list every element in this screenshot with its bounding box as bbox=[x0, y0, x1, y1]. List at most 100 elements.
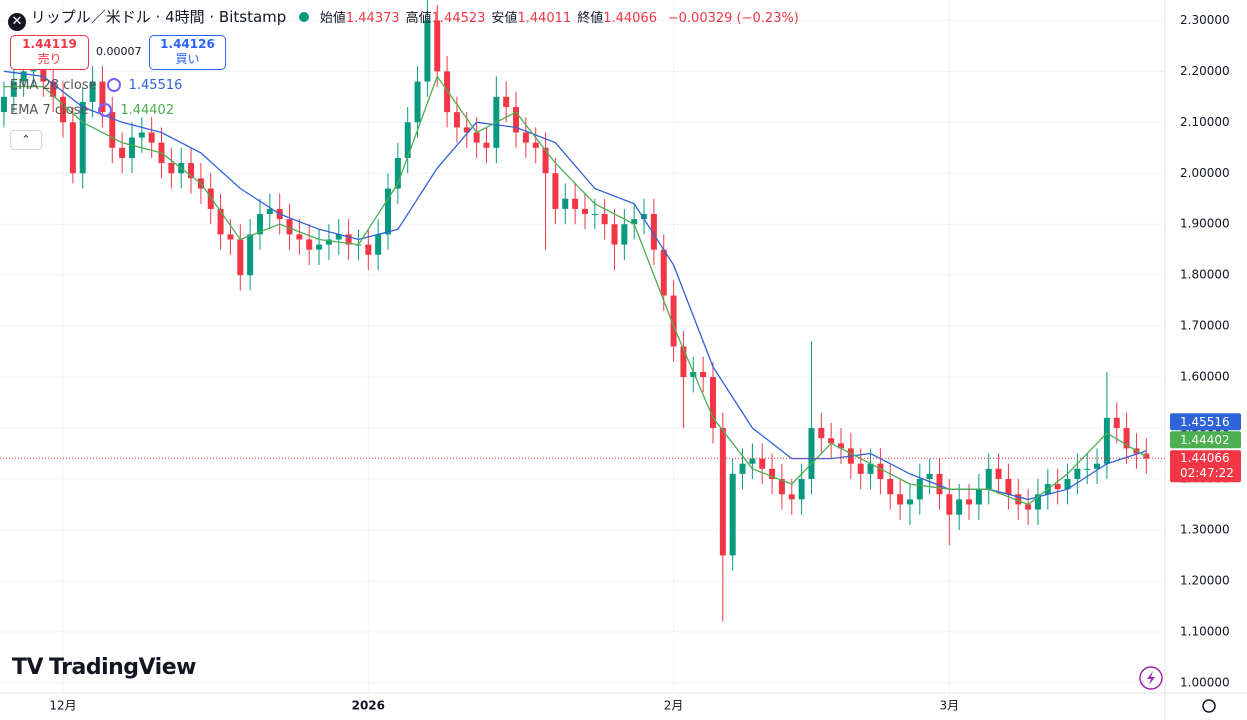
candle-body bbox=[700, 371, 707, 378]
candle-body bbox=[483, 142, 490, 148]
symbol[interactable]: リップル／米ドル · 4時間 · Bitstamp bbox=[30, 8, 287, 26]
candle-body bbox=[1094, 463, 1101, 469]
legend-value: 1.45516 bbox=[128, 78, 183, 93]
candle-body bbox=[188, 163, 195, 179]
price-tag-label: 1.44066 bbox=[1180, 451, 1230, 465]
ohlc-label: 終値 bbox=[577, 11, 604, 26]
x-tick-label: 2026 bbox=[352, 699, 385, 713]
brand: 𝗧𝗩 TradingView bbox=[12, 655, 196, 680]
candle-body bbox=[690, 371, 697, 378]
legend-value: 1.44402 bbox=[120, 103, 175, 118]
candle-body bbox=[513, 107, 520, 133]
y-tick-label: 1.30000 bbox=[1180, 522, 1230, 536]
y-tick-label: 1.10000 bbox=[1180, 624, 1230, 638]
candle-body bbox=[759, 458, 766, 469]
y-tick-label: 1.70000 bbox=[1180, 319, 1230, 333]
spread: 0.00007 bbox=[96, 45, 142, 58]
candle-body bbox=[1074, 468, 1081, 479]
candle-body bbox=[572, 198, 579, 209]
candle-body bbox=[79, 101, 86, 174]
ohlc-value: 1.44066 bbox=[603, 11, 657, 26]
legend-name: EMA 28 close bbox=[10, 78, 97, 93]
candle-body bbox=[650, 214, 657, 250]
ohlc-value: 1.44523 bbox=[431, 11, 486, 26]
candle-body bbox=[778, 478, 785, 495]
settings-icon bbox=[1202, 699, 1216, 713]
y-tick-label: 2.30000 bbox=[1180, 13, 1230, 27]
candle-body bbox=[40, 61, 47, 82]
legend-icon bbox=[98, 103, 113, 117]
candle-body bbox=[877, 463, 884, 479]
candle-body bbox=[69, 122, 76, 174]
candle-body bbox=[916, 478, 923, 500]
ohlc-value: 1.44373 bbox=[345, 11, 400, 26]
candle-body bbox=[296, 234, 303, 240]
buy-button[interactable]: 1.44126 買い bbox=[149, 35, 226, 70]
candle-body bbox=[975, 489, 982, 505]
candle-body bbox=[1113, 417, 1120, 429]
candle-body bbox=[453, 112, 460, 128]
candle-body bbox=[1084, 468, 1091, 470]
sell-label: 売り bbox=[37, 52, 62, 66]
collapse-button[interactable]: ⌃ bbox=[10, 130, 42, 150]
candle-body bbox=[1103, 417, 1110, 464]
candle-body bbox=[463, 127, 470, 133]
candle-body bbox=[394, 157, 401, 189]
candle-body bbox=[109, 112, 116, 148]
candle-body bbox=[1015, 494, 1022, 505]
candle-body bbox=[444, 71, 451, 113]
candle-body bbox=[227, 234, 234, 240]
candle-body bbox=[424, 20, 431, 82]
candle-body bbox=[857, 463, 864, 474]
candle-body bbox=[1064, 478, 1071, 490]
candle-body bbox=[503, 96, 510, 108]
candle-body bbox=[709, 377, 716, 429]
sell-button[interactable]: 1.44119 売り bbox=[10, 35, 89, 70]
candle-body bbox=[434, 20, 441, 72]
buy-price: 1.44126 bbox=[160, 37, 215, 51]
candle-body bbox=[286, 219, 293, 235]
candle-body bbox=[0, 96, 7, 113]
y-tick-label: 2.10000 bbox=[1180, 115, 1230, 129]
candle-body bbox=[306, 239, 313, 250]
candle-body bbox=[788, 494, 795, 500]
ema-line bbox=[3, 75, 1147, 506]
candle-body bbox=[621, 224, 628, 245]
candle-body bbox=[60, 96, 67, 123]
brand-name: TradingView bbox=[49, 655, 196, 680]
candle-body bbox=[375, 234, 382, 255]
candle-body bbox=[522, 132, 529, 143]
candle-body bbox=[552, 173, 559, 209]
candle-body bbox=[256, 214, 263, 235]
candle-body bbox=[266, 208, 273, 215]
candle-body bbox=[601, 214, 608, 225]
candle-body bbox=[414, 81, 421, 123]
countdown: 02:47:22 bbox=[1180, 466, 1234, 480]
price-tag-label: 1.44402 bbox=[1180, 433, 1230, 447]
candle-body bbox=[887, 478, 894, 495]
ema-line bbox=[3, 70, 1147, 501]
sell-price: 1.44119 bbox=[22, 37, 77, 51]
candle-body bbox=[562, 198, 569, 209]
candle-body bbox=[769, 468, 776, 479]
candle-body bbox=[591, 214, 598, 216]
candle-body bbox=[641, 214, 648, 220]
candle-body bbox=[99, 81, 106, 113]
x-tick-label: 12月 bbox=[49, 699, 76, 713]
candle-body bbox=[867, 463, 874, 474]
legend-row: EMA 7 close 1.44402 bbox=[10, 103, 174, 118]
candle-body bbox=[237, 239, 244, 276]
candle-body bbox=[10, 81, 17, 97]
ohlc-value: 1.44011 bbox=[517, 11, 572, 26]
change: −0.00329 (−0.23%) bbox=[667, 11, 799, 26]
x-tick-label: 3月 bbox=[940, 699, 960, 713]
candle-body bbox=[808, 428, 815, 479]
candle-body bbox=[798, 478, 805, 500]
candle-body bbox=[906, 499, 913, 505]
candle-body bbox=[660, 249, 667, 296]
alert-bolt bbox=[1147, 671, 1155, 685]
candle-body bbox=[729, 473, 736, 556]
candle-body bbox=[128, 137, 135, 158]
